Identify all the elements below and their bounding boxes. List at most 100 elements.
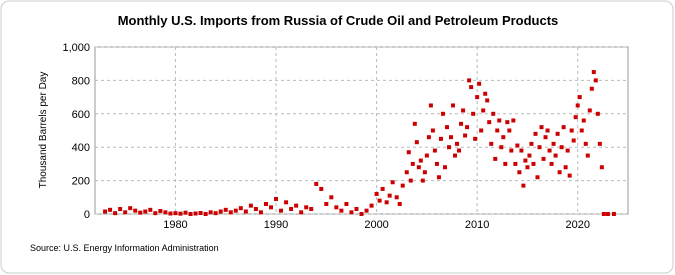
point [198,210,203,215]
point [268,205,273,210]
point [299,210,304,215]
point [424,153,429,158]
point [523,158,528,163]
point [591,70,596,75]
point [319,186,324,191]
point [253,206,258,211]
point [589,86,594,91]
point [314,181,319,186]
point [289,206,294,211]
plot-area [94,46,629,215]
point [158,208,163,213]
point [505,120,510,125]
point [501,135,506,140]
point [444,125,449,130]
point [108,207,113,212]
point [406,150,411,155]
point [563,165,568,170]
point [559,145,564,150]
point [507,128,512,133]
point [541,156,546,161]
point [384,200,389,205]
point [193,211,198,216]
point [446,145,451,150]
point [461,108,466,113]
point [377,198,382,203]
point [274,196,279,201]
point [553,153,558,158]
point [430,128,435,133]
source: Source: U.S. Energy Information Administ… [30,243,219,253]
point [128,206,133,211]
y-tick-label: 200 [72,176,90,188]
point [263,201,268,206]
point [583,141,588,146]
point [113,211,118,216]
point [525,165,530,170]
point [551,141,556,146]
point [279,208,284,213]
point [369,203,374,208]
point [294,203,299,208]
point [359,212,364,216]
point [428,103,433,108]
y-tick-label: 1,000 [62,42,90,54]
point [557,170,562,175]
x-tick-label: 2020 [565,219,589,231]
point [489,141,494,146]
point [573,115,578,120]
point [465,125,470,130]
point [581,118,586,123]
x-tick-label: 1990 [264,219,288,231]
point [418,158,423,163]
point [599,165,604,170]
point [539,125,544,130]
point [547,148,552,153]
point [420,178,425,183]
point [611,212,616,216]
point [440,111,445,116]
point [148,207,153,212]
point [545,128,550,133]
point [324,201,329,206]
point [459,121,464,126]
point [511,118,516,123]
point [238,206,243,211]
point [475,95,480,100]
point [469,85,474,90]
point [213,211,218,216]
x-tick-label: 1980 [163,219,187,231]
point [479,128,484,133]
point [555,131,560,136]
point [579,128,584,133]
point [491,111,496,116]
x-tick-label: 2000 [364,219,388,231]
point [497,118,502,123]
point [595,111,600,116]
point [487,120,492,125]
y-axis-label: Thousand Barrels per Day [38,72,49,189]
point [138,210,143,215]
point [334,205,339,210]
point [258,210,263,215]
point [400,183,405,188]
point [597,141,602,146]
point [513,161,518,166]
point [575,103,580,108]
point [529,141,534,146]
point [168,211,173,216]
point [503,161,508,166]
point [349,210,354,215]
y-tick-label: 400 [72,142,90,154]
point [457,148,462,153]
point [339,208,344,213]
point [531,161,536,166]
point [133,208,138,213]
point [499,145,504,150]
y-tick-label: 600 [72,109,90,121]
point [561,125,566,130]
point [521,183,526,188]
point [463,133,468,138]
point [471,111,476,116]
